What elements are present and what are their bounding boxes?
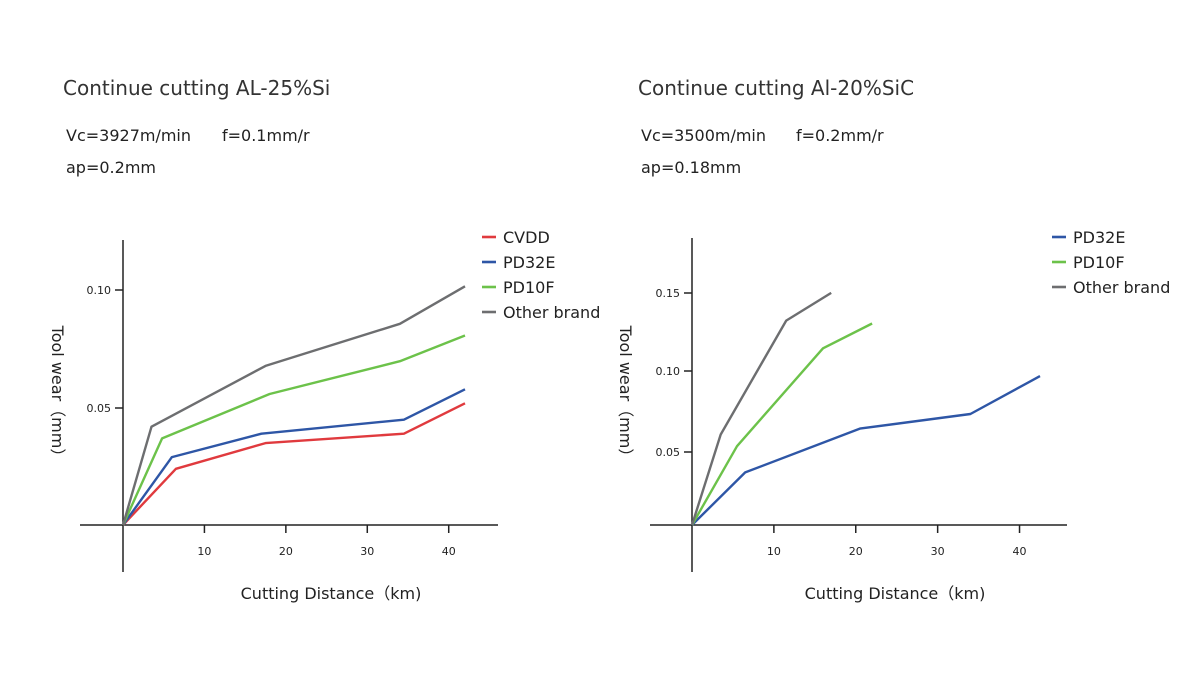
chart-1: Continue cutting AL-25%Si Vc=3927m/min f=0… (48, 76, 600, 603)
chart-2: Continue cutting Al-20%SiC Vc=3500m/min f=… (616, 76, 1170, 603)
x-tick-label: 10 (197, 545, 211, 558)
legend-label: PD32E (503, 253, 555, 272)
y-axis-label: Tool wear（mm） (48, 325, 67, 465)
x-tick-label: 10 (767, 545, 781, 558)
x-tick-label: 20 (279, 545, 293, 558)
x-tick-label: 40 (1013, 545, 1027, 558)
param-cutting-speed: Vc=3927m/min (66, 126, 191, 145)
y-tick-label: 0.10 (656, 365, 681, 378)
y-tick-label: 0.10 (87, 284, 112, 297)
param-cutting-speed: Vc=3500m/min (641, 126, 766, 145)
chart-title: Continue cutting AL-25%Si (63, 76, 330, 100)
chart-title: Continue cutting Al-20%SiC (638, 76, 914, 100)
x-tick-label: 20 (849, 545, 863, 558)
series-line-other-brand (121, 285, 466, 526)
param-depth-of-cut: ap=0.2mm (66, 158, 156, 177)
legend-label: Other brand (503, 303, 600, 322)
x-axis-label: Cutting Distance（km) (241, 584, 422, 603)
y-axis-label: Tool wear（mm） (616, 325, 635, 465)
y-tick-label: 0.05 (87, 402, 112, 415)
series-line-pd10f (121, 334, 466, 526)
series-line-pd32e (122, 388, 466, 526)
legend-label: PD10F (1073, 253, 1125, 272)
x-tick-label: 40 (442, 545, 456, 558)
series-line-pd10f (690, 322, 873, 526)
y-tick-label: 0.15 (656, 287, 681, 300)
x-tick-label: 30 (360, 545, 374, 558)
y-tick-label: 0.05 (656, 446, 681, 459)
series-line-cvdd (122, 402, 466, 526)
param-feed: f=0.2mm/r (796, 126, 884, 145)
x-axis-label: Cutting Distance（km) (805, 584, 986, 603)
x-tick-label: 30 (931, 545, 945, 558)
param-feed: f=0.1mm/r (222, 126, 310, 145)
legend-label: PD10F (503, 278, 555, 297)
series-line-pd32e (691, 375, 1041, 526)
legend-label: Other brand (1073, 278, 1170, 297)
param-depth-of-cut: ap=0.18mm (641, 158, 741, 177)
legend-label: CVDD (503, 228, 550, 247)
series-line-other-brand (690, 291, 832, 526)
legend-label: PD32E (1073, 228, 1125, 247)
